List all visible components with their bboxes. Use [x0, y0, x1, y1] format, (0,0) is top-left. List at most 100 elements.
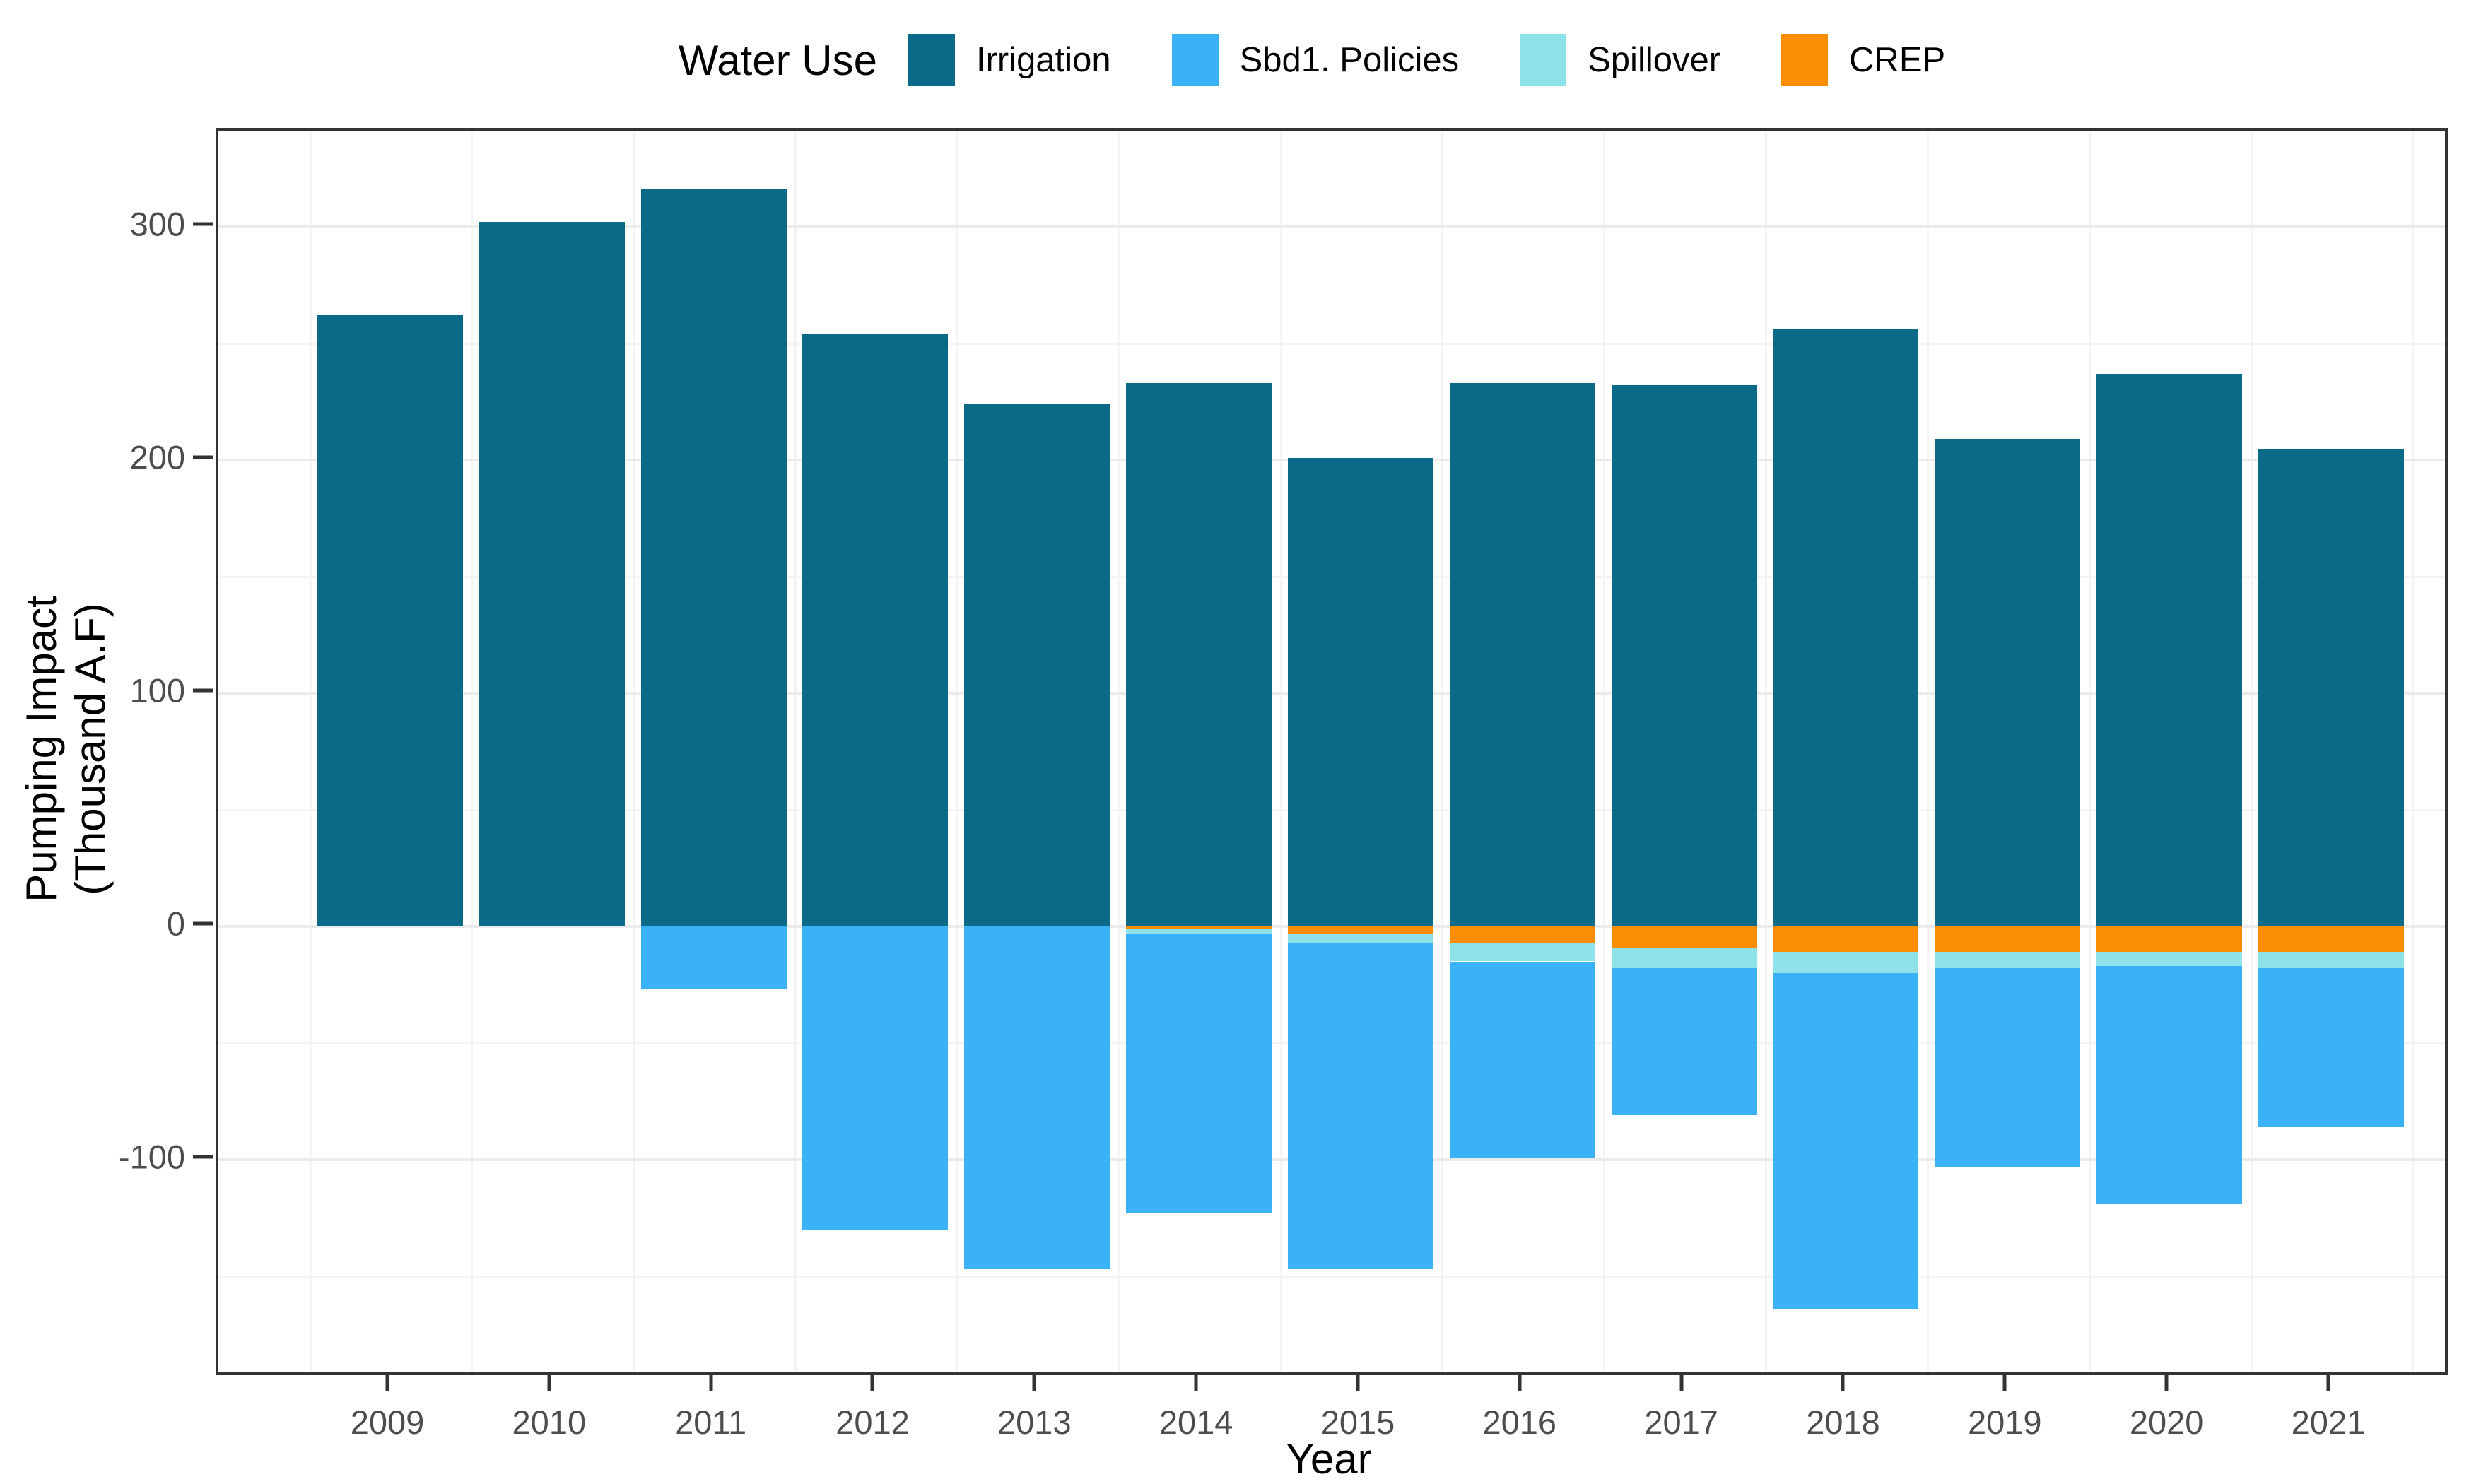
x-tick-mark-2021: [2326, 1372, 2330, 1391]
x-tick-label-2017: 2017: [1644, 1403, 1718, 1441]
bar-segment-irrigation-2013: [964, 404, 1110, 926]
v-gridline: [2412, 131, 2415, 1372]
y-tick-mark--100: [193, 1155, 213, 1159]
gridline-minor-250: [218, 343, 2445, 345]
gridline-major-300: [218, 225, 2445, 228]
v-gridline: [471, 131, 474, 1372]
bar-segment-sbd1-policies-2019: [1935, 968, 2081, 1167]
v-gridline: [633, 131, 635, 1372]
bar-segment-sbd1-policies-2015: [1287, 943, 1433, 1270]
v-gridline: [794, 131, 797, 1372]
bar-segment-crep-2018: [1773, 926, 1919, 953]
bar-segment-crep-2015: [1287, 926, 1433, 934]
legend-item-crep: CREP: [1781, 34, 1945, 86]
x-tick-label-2009: 2009: [350, 1403, 425, 1441]
x-tick-label-2014: 2014: [1159, 1403, 1233, 1441]
bar-segment-spillover-2021: [2258, 952, 2404, 969]
y-axis-title-line1: Pumping Impact: [18, 595, 66, 902]
v-gridline: [1603, 131, 1606, 1372]
x-tick-mark-2012: [870, 1372, 874, 1391]
x-tick-mark-2020: [2164, 1372, 2169, 1391]
legend: Water Use Irrigation Sbd1. Policies Spillo…: [216, 21, 2442, 99]
legend-label: CREP: [1849, 41, 1946, 79]
x-tick-label-2015: 2015: [1320, 1403, 1395, 1441]
x-tick-label-2021: 2021: [2291, 1403, 2366, 1441]
legend-swatch-icon: [1171, 34, 1219, 86]
legend-item-irrigation: Irrigation: [908, 34, 1111, 86]
bar-segment-irrigation-2010: [479, 222, 625, 926]
bar-segment-irrigation-2015: [1287, 457, 1433, 926]
x-tick-label-2018: 2018: [1806, 1403, 1880, 1441]
x-tick-label-2013: 2013: [997, 1403, 1072, 1441]
x-tick-mark-2009: [385, 1372, 389, 1391]
x-tick-label-2010: 2010: [512, 1403, 587, 1441]
bar-segment-crep-2020: [2096, 926, 2243, 953]
y-tick-label-300: 300: [129, 205, 185, 243]
legend-label: Irrigation: [975, 41, 1111, 79]
y-tick-mark-100: [193, 688, 213, 693]
bar-segment-sbd1-policies-2021: [2258, 968, 2404, 1127]
x-tick-mark-2013: [1032, 1372, 1036, 1391]
bar-segment-sbd1-policies-2018: [1773, 973, 1919, 1309]
legend-title: Water Use: [678, 36, 877, 84]
bar-segment-crep-2021: [2258, 926, 2404, 953]
bar-segment-crep-2014: [1126, 926, 1272, 929]
y-tick-mark-0: [193, 921, 213, 926]
bar-segment-spillover-2015: [1287, 933, 1433, 943]
x-tick-label-2011: 2011: [675, 1403, 747, 1441]
x-tick-mark-2019: [2002, 1372, 2007, 1391]
x-tick-label-2020: 2020: [2129, 1403, 2204, 1441]
bar-segment-spillover-2020: [2096, 952, 2243, 967]
v-gridline: [1279, 131, 1282, 1372]
legend-swatch-icon: [1781, 34, 1829, 86]
legend-swatch-icon: [908, 34, 955, 86]
bar-segment-spillover-2019: [1935, 952, 2081, 969]
bar-segment-crep-2016: [1449, 926, 1595, 943]
bar-segment-spillover-2016: [1449, 943, 1595, 962]
bar-segment-sbd1-policies-2016: [1449, 961, 1595, 1158]
legend-item-sbd1-policies: Sbd1. Policies: [1171, 34, 1460, 86]
y-tick-mark-300: [193, 222, 213, 226]
x-tick-mark-2010: [547, 1372, 551, 1391]
y-axis-title: Pumping Impact (Thousand A.F): [13, 128, 119, 1370]
bar-segment-irrigation-2009: [317, 315, 463, 926]
bar-segment-spillover-2017: [1611, 947, 1757, 969]
bar-segment-crep-2017: [1611, 926, 1757, 948]
y-tick-label-100: 100: [129, 671, 185, 709]
x-tick-label-2012: 2012: [835, 1403, 910, 1441]
v-gridline: [1118, 131, 1120, 1372]
x-tick-mark-2011: [709, 1372, 713, 1391]
bar-segment-irrigation-2017: [1611, 385, 1757, 926]
x-tick-label-2016: 2016: [1482, 1403, 1557, 1441]
v-gridline: [1926, 131, 1929, 1372]
y-axis-title-line2: (Thousand A.F): [66, 602, 115, 895]
bar-segment-sbd1-policies-2011: [640, 926, 787, 990]
x-axis-title: Year: [1286, 1435, 1372, 1483]
legend-label: Sbd1. Policies: [1239, 41, 1460, 79]
bar-segment-irrigation-2019: [1935, 439, 2081, 926]
y-tick-mark-200: [193, 455, 213, 459]
bar-segment-irrigation-2012: [802, 334, 949, 926]
x-tick-mark-2018: [1841, 1372, 1845, 1391]
y-tick-label--100: -100: [118, 1138, 185, 1176]
legend-label: Spillover: [1588, 41, 1721, 79]
x-tick-mark-2017: [1679, 1372, 1684, 1391]
bar-segment-crep-2019: [1935, 926, 2081, 953]
x-tick-mark-2015: [1356, 1372, 1360, 1391]
bar-segment-sbd1-policies-2013: [964, 926, 1110, 1270]
legend-swatch-icon: [1520, 34, 1567, 86]
v-gridline: [2250, 131, 2253, 1372]
y-tick-label-0: 0: [166, 905, 185, 943]
y-tick-label-200: 200: [129, 438, 185, 476]
gridline-minor--150: [218, 1276, 2445, 1278]
x-tick-mark-2014: [1194, 1372, 1198, 1391]
v-gridline: [2088, 131, 2091, 1372]
bar-segment-sbd1-policies-2017: [1611, 968, 1757, 1116]
bar-segment-irrigation-2016: [1449, 383, 1595, 926]
bar-segment-irrigation-2020: [2096, 373, 2243, 926]
bar-segment-irrigation-2021: [2258, 448, 2404, 926]
bar-segment-irrigation-2011: [640, 189, 787, 926]
bar-segment-spillover-2014: [1126, 929, 1272, 934]
x-tick-label-2019: 2019: [1968, 1403, 2042, 1441]
bar-segment-sbd1-policies-2020: [2096, 966, 2243, 1204]
